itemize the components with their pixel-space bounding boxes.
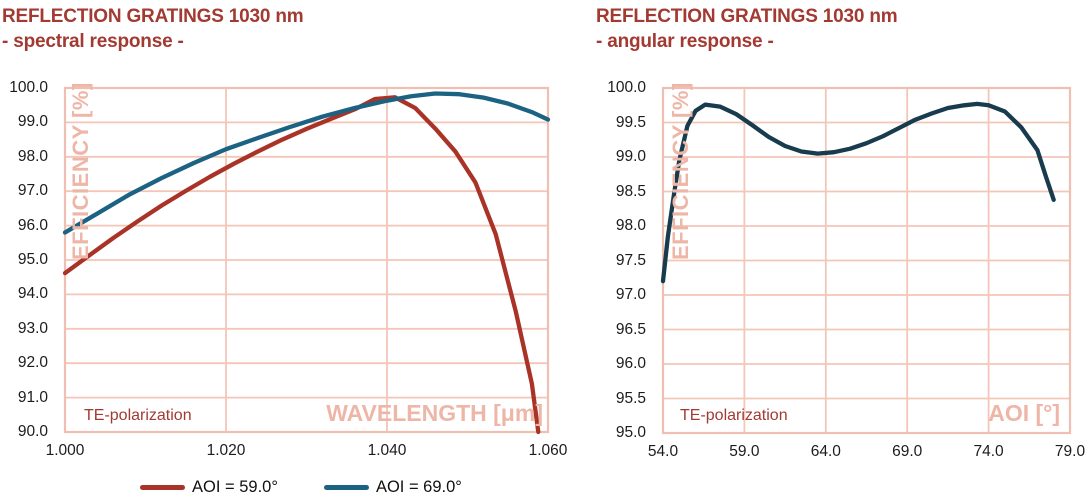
legend-item-1: AOI = 69.0° [323,478,462,497]
x-tick-label: 1.060 [528,442,568,459]
x-tick-label: 1.000 [45,442,85,459]
y-tick-label: 97.0 [615,286,646,303]
legend-swatch-icon [323,485,369,490]
series-line-AOI = 69.0° [62,91,551,235]
gridlines [64,87,549,433]
y-tick-label: 99.5 [615,113,646,131]
x-tick-label: 54.0 [647,443,679,460]
chart-1-plot-area [660,86,1072,435]
chart-0-plot-area [62,86,551,435]
y-tick-label: 97.5 [615,251,646,269]
x-tick-label: 64.0 [810,443,841,460]
y-tick-label: 90.0 [17,423,48,440]
right-chart-title-line1: REFLECTION GRATINGS 1030 nm [596,6,898,27]
left-x-axis-label: WAVELENGTH [μm] [326,400,543,426]
left-annotation: TE-polarization [84,407,192,424]
left-y-axis-label: EFFICIENCY [%] [68,82,93,260]
y-tick-label: 95.5 [615,389,646,407]
y-tick-label: 97.0 [17,182,48,200]
y-tick-label: 98.0 [17,147,48,165]
plot-border [63,86,550,434]
right-y-axis-label: EFFICIENCY [%] [668,82,693,260]
right-x-axis-label: AOI [°] [988,400,1060,426]
x-tick-label: 59.0 [729,443,760,460]
legend: AOI = 59.0° AOI = 69.0° [140,478,462,497]
y-tick-label: 99.0 [17,113,48,131]
legend-label: AOI = 69.0° [375,478,462,496]
gridlines [662,87,1071,434]
x-tick-label: 79.0 [1054,443,1086,460]
plot-border [661,86,1072,435]
right-chart-title-line2: - angular response - [596,31,774,52]
legend-label: AOI = 59.0° [192,478,278,496]
left-chart-title-line2: - spectral response - [2,31,184,52]
left-chart-title-line1: REFLECTION GRATINGS 1030 nm [2,6,304,27]
y-tick-label: 98.5 [615,182,646,200]
y-tick-label: 96.0 [615,355,646,372]
y-tick-label: 94.0 [17,285,48,303]
legend-swatch-icon [140,485,185,490]
right-chart-title: REFLECTION GRATINGS 1030 nm - angular re… [596,4,898,54]
series-line-AOI = 59.0° [62,95,541,435]
y-tick-label: 96.0 [17,216,48,234]
y-tick-label: 93.0 [17,319,48,337]
y-tick-label: 98.0 [615,217,646,234]
x-tick-label: 69.0 [892,443,923,460]
left-chart-title: REFLECTION GRATINGS 1030 nm - spectral r… [2,4,304,54]
legend-item-0: AOI = 59.0° [140,478,278,497]
x-tick-label: 74.0 [973,443,1004,460]
y-tick-label: 91.0 [17,388,48,406]
y-tick-label: 92.0 [17,354,48,372]
y-tick-label: 99.0 [615,148,646,165]
y-tick-label: 100.0 [9,79,48,96]
x-tick-label: 1.020 [206,442,246,459]
y-tick-label: 100.0 [607,79,646,96]
y-tick-label: 96.5 [615,320,646,338]
series-line-chart1-0 [660,101,1056,284]
right-annotation: TE-polarization [680,407,788,424]
y-tick-label: 95.0 [17,251,48,268]
x-tick-label: 1.040 [367,442,407,459]
y-tick-label: 95.0 [615,424,646,441]
